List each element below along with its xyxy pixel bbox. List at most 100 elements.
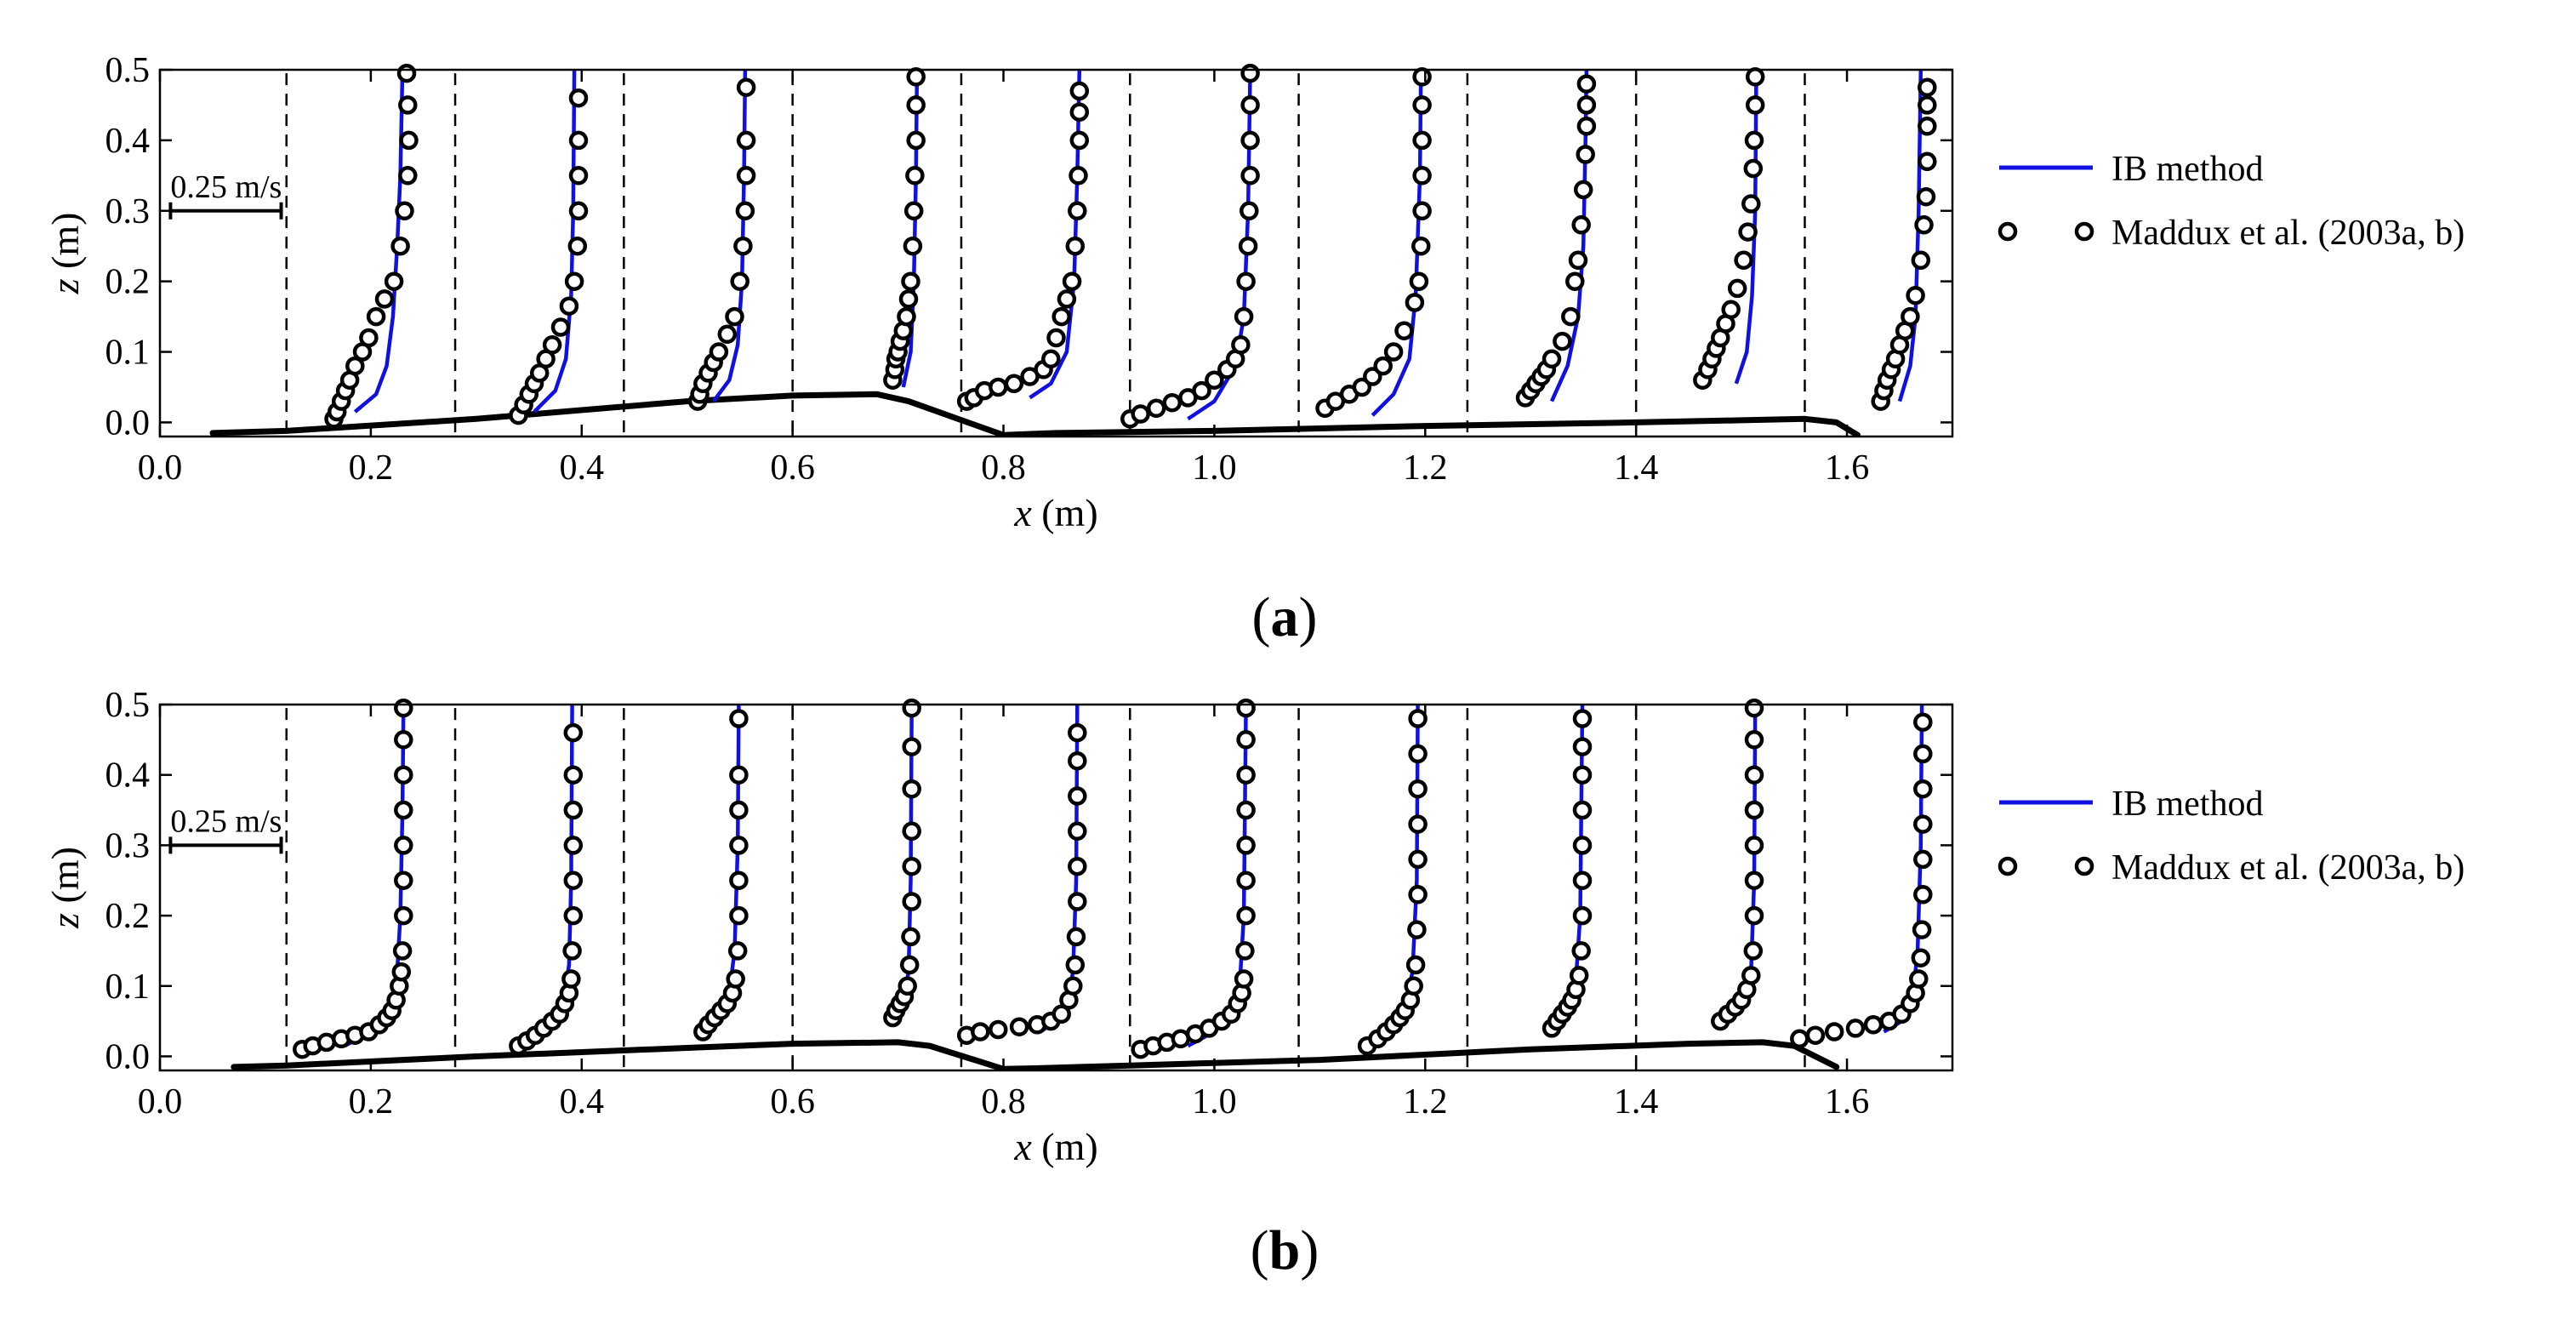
data-point [902, 737, 921, 756]
y-tick-label: 0.0 [105, 403, 151, 442]
data-point [989, 1019, 1008, 1040]
data-point [568, 201, 589, 221]
y-tick-label: 0.1 [105, 967, 151, 1007]
data-point [902, 821, 921, 842]
data-point [906, 95, 926, 115]
data-point [392, 941, 413, 961]
data-point [562, 941, 582, 961]
measurement-profile-5 [956, 81, 1090, 411]
measurement-profile-2 [509, 88, 589, 425]
data-point [384, 271, 404, 291]
measurement-profile-3 [687, 77, 756, 411]
legend-maddux-marker-2 [2074, 856, 2094, 876]
data-point [905, 166, 925, 185]
data-point [902, 856, 921, 876]
data-point [1236, 800, 1256, 820]
data-point [1068, 856, 1087, 876]
measurement-profile-6 [1120, 63, 1260, 429]
y-tick-label: 0.3 [105, 826, 151, 865]
x-tick-label: 0.6 [770, 448, 815, 488]
data-point [394, 870, 413, 890]
data-point [1235, 941, 1255, 961]
data-point [902, 698, 921, 718]
data-point [901, 271, 920, 291]
data-point [394, 730, 413, 750]
data-point [359, 328, 379, 348]
data-point [1743, 158, 1764, 179]
data-point [1238, 236, 1258, 256]
data-point [563, 765, 584, 785]
data-point [725, 306, 744, 327]
data-point [1565, 271, 1585, 291]
x-axis-unit: (m) [1032, 491, 1098, 534]
data-point [1741, 194, 1761, 214]
y-tick-label: 0.0 [105, 1037, 151, 1076]
data-point [1411, 236, 1431, 256]
data-point [1240, 63, 1260, 83]
data-point [1412, 130, 1432, 151]
bed-profile [209, 391, 1861, 437]
data-point [898, 976, 917, 996]
data-point [1561, 306, 1581, 327]
data-point [399, 130, 419, 151]
x-axis-unit: (m) [1032, 1125, 1098, 1168]
data-point [1236, 698, 1256, 718]
x-tick-label: 1.0 [1192, 448, 1237, 488]
data-point [903, 236, 923, 256]
y-axis-unit: (m) [43, 213, 87, 279]
y-tick-label: 0.4 [105, 756, 151, 796]
x-tick-label: 0.6 [770, 1082, 815, 1121]
x-axis-label: x (m) [1013, 1125, 1097, 1168]
data-point [1408, 849, 1428, 870]
data-point [1162, 392, 1183, 413]
x-tick-label: 0.4 [560, 448, 605, 488]
data-point [391, 962, 412, 982]
data-point [733, 236, 753, 256]
y-axis-label: z (m) [43, 213, 87, 295]
data-point [1046, 328, 1066, 348]
panel-letter-a: a [1270, 586, 1299, 648]
data-point [897, 306, 916, 327]
data-point [1914, 215, 1934, 235]
data-point [1721, 300, 1741, 320]
data-point [563, 870, 584, 890]
data-point [1068, 892, 1087, 911]
x-tick-label: 0.8 [981, 1082, 1026, 1121]
y-tick-label: 0.5 [105, 51, 151, 90]
data-point [906, 130, 926, 151]
panel-caption-a: (a) [1251, 586, 1318, 648]
data-point [1916, 186, 1936, 207]
x-tick-label: 0.2 [349, 1082, 394, 1121]
data-point [1790, 1029, 1809, 1049]
data-point [898, 289, 919, 309]
x-tick-label: 1.6 [1825, 1082, 1870, 1121]
data-point [1236, 905, 1256, 926]
data-point [903, 201, 924, 221]
data-point [561, 969, 581, 989]
data-point [568, 166, 589, 185]
data-point [1913, 712, 1933, 732]
measurement-profile-2 [509, 722, 584, 1056]
data-point [1572, 905, 1593, 926]
legend-maddux-label: Maddux et al. (2003a, b) [2112, 848, 2465, 887]
x-tick-label: 1.2 [1403, 1082, 1448, 1121]
data-point [1901, 306, 1920, 327]
x-tick-label: 0.4 [560, 1082, 605, 1121]
measurement-profile-10 [1790, 712, 1933, 1049]
data-point [1240, 201, 1259, 221]
y-axis-symbol: z [43, 913, 87, 929]
data-point [709, 342, 729, 362]
data-point [989, 377, 1008, 397]
data-point [1373, 356, 1393, 376]
ib-profile-5 [1029, 70, 1082, 400]
x-tick-label: 1.6 [1825, 448, 1870, 488]
data-point [1572, 800, 1593, 820]
scale-bar-label: 0.25 m/s [170, 169, 282, 205]
data-point [1824, 1022, 1844, 1042]
data-point [1004, 374, 1024, 394]
data-point [1911, 948, 1931, 967]
data-point [1572, 870, 1593, 890]
data-point [1069, 81, 1090, 101]
data-point [1744, 765, 1764, 785]
